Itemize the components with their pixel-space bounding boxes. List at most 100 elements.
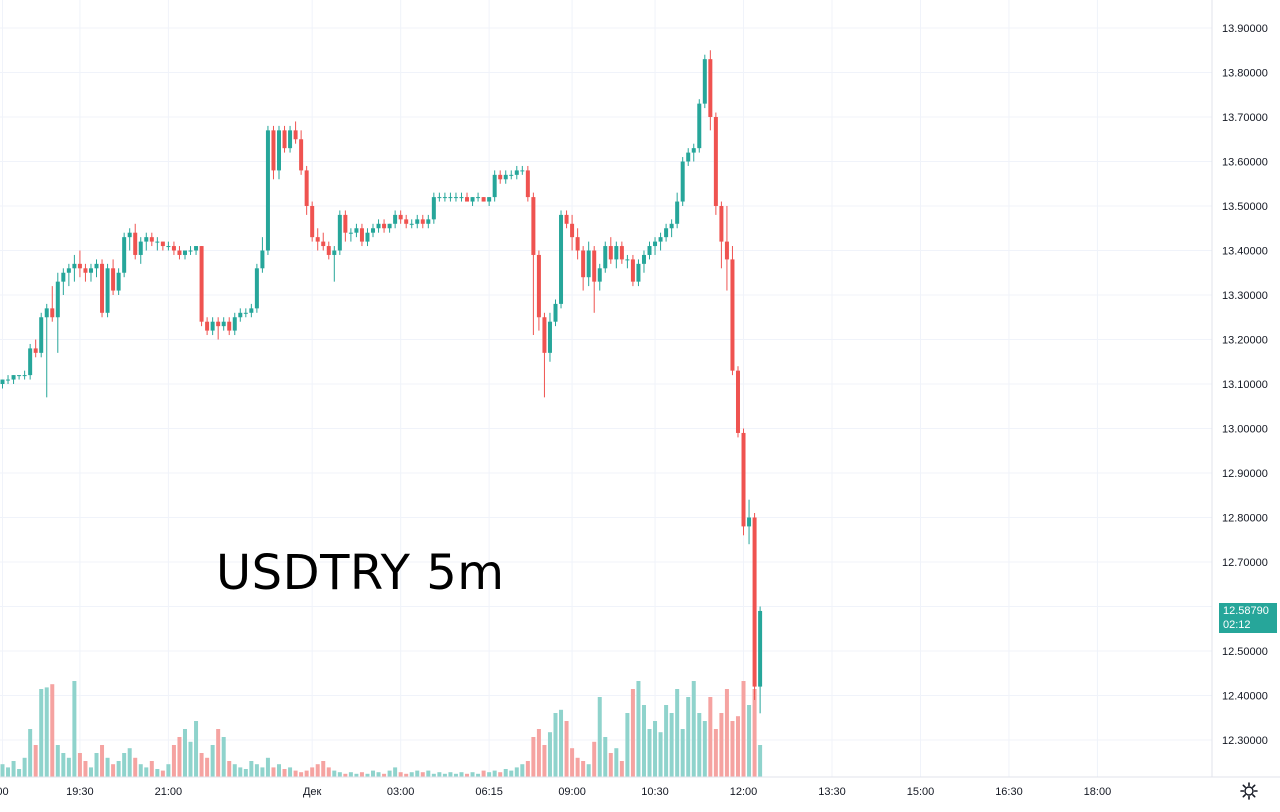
volume-bar (105, 757, 110, 777)
volume-bar (321, 761, 326, 777)
candle-body (459, 197, 464, 199)
candle-body (641, 254, 646, 264)
volume-bar (603, 737, 608, 777)
volume-bar (249, 761, 254, 777)
candle-body (735, 370, 740, 433)
candle-body (348, 232, 353, 234)
volume-bar (376, 772, 381, 777)
volume-bar (420, 772, 425, 777)
candle-body (365, 232, 370, 242)
volume-bar (525, 761, 530, 777)
candle-body (304, 170, 309, 206)
volume-bar (326, 767, 331, 777)
volume-bar (221, 737, 226, 777)
candle-body (680, 161, 685, 202)
candle-body (586, 250, 591, 278)
candle-body (426, 219, 431, 224)
volume-bar (155, 769, 160, 777)
candle-body (326, 246, 331, 255)
volume-bar (735, 716, 740, 777)
candle-body (100, 263, 105, 313)
candle-body (254, 268, 259, 309)
candle-body (702, 59, 707, 104)
volume-bar (636, 681, 641, 777)
volume-bar (470, 772, 475, 777)
candle-body (476, 197, 481, 199)
volume-bar (697, 713, 702, 777)
volume-bar (481, 770, 486, 777)
volume-bar (647, 729, 652, 777)
volume-bar (719, 713, 724, 777)
volume-bar (669, 713, 674, 777)
candle-body (83, 268, 88, 273)
candle-body (503, 174, 508, 180)
candle-body (465, 197, 470, 202)
volume-bar (404, 773, 409, 777)
candle-body (171, 246, 176, 251)
volume-bar (39, 689, 44, 777)
candle-body (232, 317, 237, 331)
candle-body (431, 197, 436, 220)
volume-bar (337, 772, 342, 777)
time-axis[interactable]: 00 19:30 21:00 Дек 03:00 06:15 09:00 10:30 12:00… (0, 786, 1111, 798)
x-tick-label: 15:00 (907, 786, 935, 798)
volume-bar (453, 773, 458, 777)
volume-bar (520, 764, 525, 777)
volume-bar (260, 767, 265, 777)
y-tick-label: 13.30000 (1222, 290, 1268, 302)
candle-body (194, 246, 199, 251)
y-tick-label: 13.00000 (1222, 424, 1268, 436)
candle-body (713, 117, 718, 206)
candle-body (747, 517, 752, 527)
volume-bar (0, 764, 5, 777)
volume-bar (713, 729, 718, 777)
candle-body (630, 259, 635, 282)
candle-body (564, 214, 569, 224)
candle-body (559, 214, 564, 304)
volume-bar (348, 772, 353, 777)
candle-body (149, 237, 154, 242)
candle-body (553, 303, 558, 322)
candle-body (243, 312, 248, 314)
price-axis[interactable]: 13.90000 13.80000 13.70000 13.60000 13.50000… (1222, 23, 1268, 747)
candle-body (724, 241, 729, 260)
volume-bar (586, 764, 591, 777)
volume-bar (83, 761, 88, 777)
volume-bar (592, 741, 597, 777)
candle-body (11, 375, 16, 380)
volume-bar (271, 767, 276, 777)
candle-body (216, 321, 221, 327)
candle-body (332, 250, 337, 255)
volume-bar (664, 705, 669, 777)
candle-body (22, 375, 27, 377)
volume-bar (581, 761, 586, 777)
candle-body (487, 197, 492, 202)
volume-bar (94, 753, 99, 777)
volume-bar (431, 773, 436, 777)
candle-body (498, 174, 503, 180)
volume-bar (531, 737, 536, 777)
volume-bar (503, 769, 508, 777)
volume-bar (630, 689, 635, 777)
candle-body (221, 321, 226, 327)
candle-body (608, 246, 613, 260)
volume-bar (144, 767, 149, 777)
volume-bar (570, 748, 575, 777)
volume-bar (288, 767, 293, 777)
volume-bar (72, 681, 77, 777)
volume-bar (559, 709, 564, 777)
candle-body (442, 197, 447, 199)
candle-body (636, 263, 641, 282)
gear-icon[interactable] (1238, 780, 1260, 802)
volume-bar (465, 773, 470, 777)
candle-body (597, 268, 602, 282)
volume-bar (17, 769, 22, 777)
volume-bar (265, 757, 270, 777)
candle-body (282, 130, 287, 149)
volume-bar (686, 697, 691, 777)
candle-body (697, 103, 702, 149)
candle-body (393, 214, 398, 224)
candle-body (359, 228, 364, 242)
